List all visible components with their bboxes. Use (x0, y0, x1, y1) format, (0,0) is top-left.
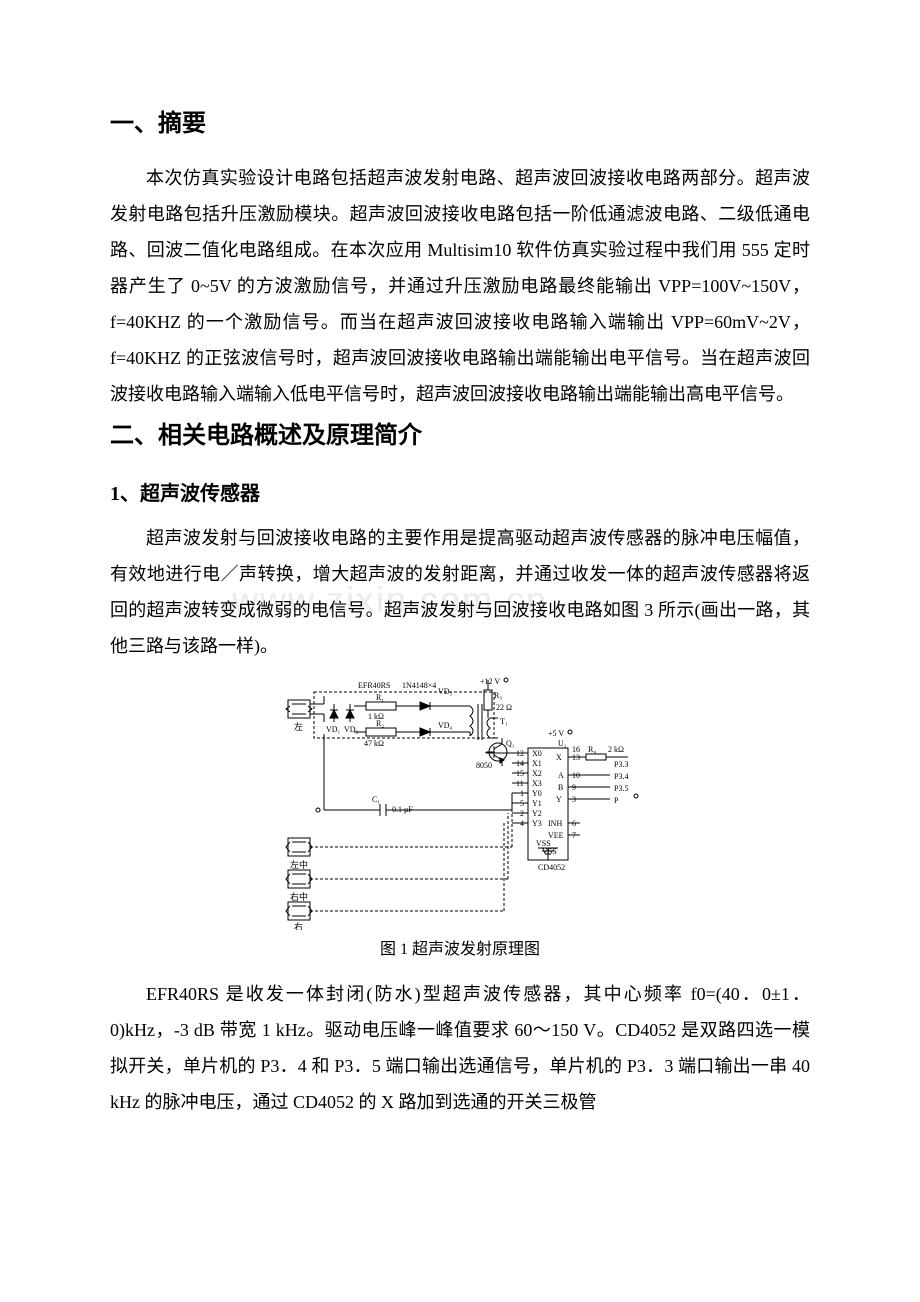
label-c1: C₁ (372, 795, 380, 804)
label-sensor-left: 左 (294, 721, 303, 732)
label-r1: R₁ (376, 693, 384, 702)
cd4052-name-y0: Y0 (532, 789, 542, 798)
label-r4: R₄ (588, 745, 596, 754)
label-p34: P3.4 (614, 772, 628, 781)
cd4052-name-y3: Y3 (532, 819, 542, 828)
figure-1-circuit-diagram: EFR40RS 1N4148×4 左 VD₁ (280, 670, 640, 930)
figure-1-caption: 图 1 超声波发射原理图 (110, 934, 810, 966)
label-vd2: VD₂ (344, 725, 359, 734)
cd4052-name-y2: Y2 (532, 809, 542, 818)
label-sensor-right: 右 (294, 921, 303, 930)
sensor-paragraph-2: EFR40RS 是收发一体封闭(防水)型超声波传感器，其中心频率 f0=(40．… (110, 976, 810, 1120)
label-vd1: VD₁ (326, 725, 341, 734)
label-vd3: VD₃ (438, 687, 453, 696)
heading-abstract: 一、摘要 (110, 100, 810, 148)
label-p: P (614, 796, 619, 805)
cd4052-name-inh: INH (548, 819, 562, 828)
svg-text:VSS: VSS (536, 839, 551, 848)
label-r2-val: 47 kΩ (364, 739, 384, 748)
label-cd4052: CD4052 (538, 863, 565, 872)
cd4052-name-x1: X1 (532, 759, 542, 768)
figure-1-wrapper: EFR40RS 1N4148×4 左 VD₁ (110, 670, 810, 930)
label-5v: +5 V (548, 729, 564, 738)
label-q1-type: 8050 (476, 761, 492, 770)
label-r2: R₂ (376, 719, 384, 728)
label-t1: T₁ (500, 717, 508, 726)
cd4052-name-y1: Y1 (532, 799, 542, 808)
label-sensor-model: EFR40RS (358, 681, 390, 690)
label-r3-val: 22 Ω (496, 703, 512, 712)
sensor-paragraph-1: 超声波发射与回波接收电路的主要作用是提高驱动超声波传感器的脉冲电压幅值，有效地进… (110, 520, 810, 664)
label-vd4: VD₄ (438, 721, 453, 730)
cd4052-name-x2: X2 (532, 769, 542, 778)
cd4052-name-x0: X0 (532, 749, 542, 758)
cd4052-name-x: X (556, 753, 562, 762)
label-12v: +12 V (480, 677, 500, 686)
cd4052-name-a: A (558, 771, 564, 780)
label-r3: R₃ (494, 691, 502, 700)
cd4052-name-y: Y (556, 795, 562, 804)
label-diode-array: 1N4148×4 (402, 681, 436, 690)
cd4052-name-x3: X3 (532, 779, 542, 788)
label-r4-val: 2 kΩ (608, 745, 624, 754)
label-u1: U₁ (558, 739, 567, 748)
heading-sub-sensor: 1、超声波传感器 (110, 474, 810, 514)
cd4052-name-b: B (558, 783, 563, 792)
page: www.zixin.com.cn 一、摘要 本次仿真实验设计电路包括超声波发射电… (110, 100, 810, 1120)
label-p35: P3.5 (614, 784, 628, 793)
label-q1: Q₁ (506, 739, 515, 748)
heading-section2: 二、相关电路概述及原理简介 (110, 412, 810, 460)
abstract-paragraph: 本次仿真实验设计电路包括超声波发射电路、超声波回波接收电路两部分。超声波发射电路… (110, 160, 810, 412)
label-p33: P3.3 (614, 760, 628, 769)
label-sensor-left-mid: 左中 (290, 859, 308, 870)
label-sensor-right-mid: 右中 (290, 891, 308, 902)
